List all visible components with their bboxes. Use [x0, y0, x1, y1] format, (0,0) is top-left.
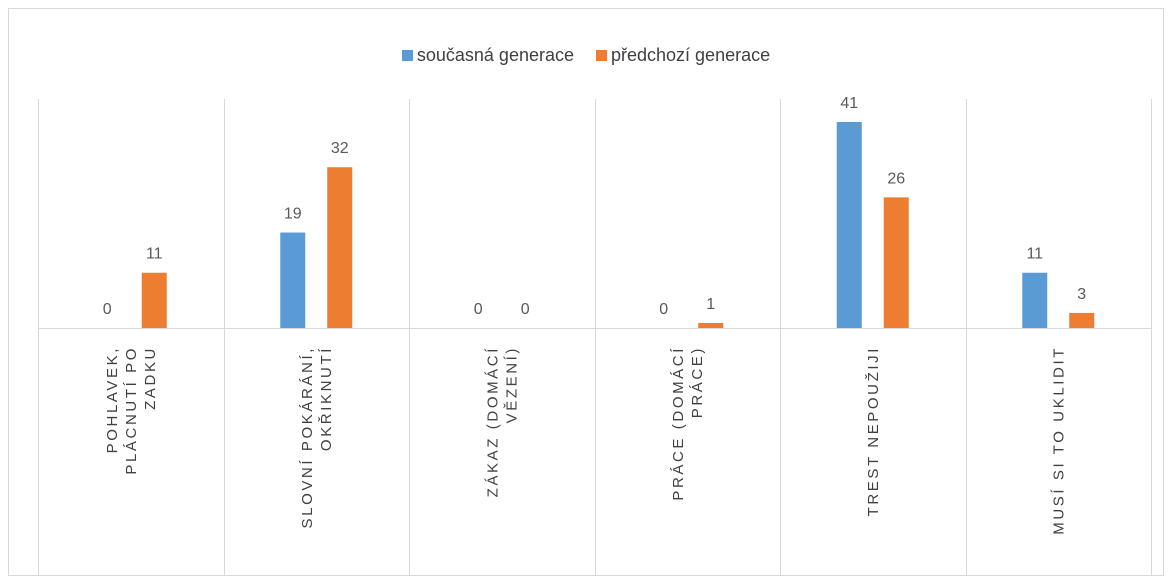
category-label: ZADKU — [142, 346, 159, 410]
category-label: SLOVNÍ POKÁRÁNÍ, — [299, 346, 316, 528]
data-label: 19 — [284, 206, 302, 223]
legend-label-current: současná generace — [416, 45, 574, 65]
legend-swatch-current — [401, 50, 413, 61]
data-label: 11 — [1026, 246, 1043, 263]
bar-current — [1022, 272, 1048, 328]
legend: současná generace předchozí generace — [9, 45, 1163, 66]
data-label: 0 — [474, 301, 483, 318]
category-label: ZÁKAZ (DOMÁCÍ — [484, 346, 501, 497]
bar-previous — [1069, 312, 1095, 328]
data-label: 0 — [659, 301, 668, 318]
data-label: 32 — [331, 140, 349, 157]
bar-previous — [327, 167, 353, 328]
category-label: OKŘIKNUTÍ — [318, 346, 335, 451]
bar-current — [280, 232, 306, 328]
data-label: 11 — [146, 246, 163, 263]
category-label: PRÁCE) — [689, 346, 706, 418]
category-label: VĚZENÍ) — [503, 346, 520, 423]
category-label: TREST NEPOUŽIJI — [865, 346, 882, 516]
data-label: 26 — [887, 170, 905, 187]
bar-current — [836, 122, 862, 328]
bar-previous — [698, 322, 724, 328]
category-label: POHLAVEK, — [104, 346, 121, 453]
legend-item-previous: předchozí generace — [596, 45, 770, 66]
data-label: 0 — [103, 301, 112, 318]
bar-previous — [141, 272, 167, 328]
legend-swatch-previous — [596, 50, 607, 61]
category-label: PRÁCE (DOMÁCÍ — [670, 346, 687, 501]
bar-chart: 0 11 POHLAVEK, PLÁCNUTÍ PO ZADKU 19 32 SLOVNÍ P… — [38, 95, 1152, 575]
data-label: 41 — [840, 95, 858, 112]
data-label: 1 — [706, 296, 715, 313]
category-label: PLÁCNUTÍ PO — [123, 346, 140, 475]
data-label: 0 — [521, 301, 530, 318]
legend-item-current: současná generace — [401, 45, 574, 66]
category-label: MUSÍ SI TO UKLIDIT — [1050, 346, 1067, 535]
data-label: 3 — [1077, 286, 1086, 303]
bar-previous — [883, 197, 909, 328]
chart-frame: současná generace předchozí generace 0 11… — [8, 8, 1164, 576]
legend-label-previous: předchozí generace — [611, 45, 771, 65]
